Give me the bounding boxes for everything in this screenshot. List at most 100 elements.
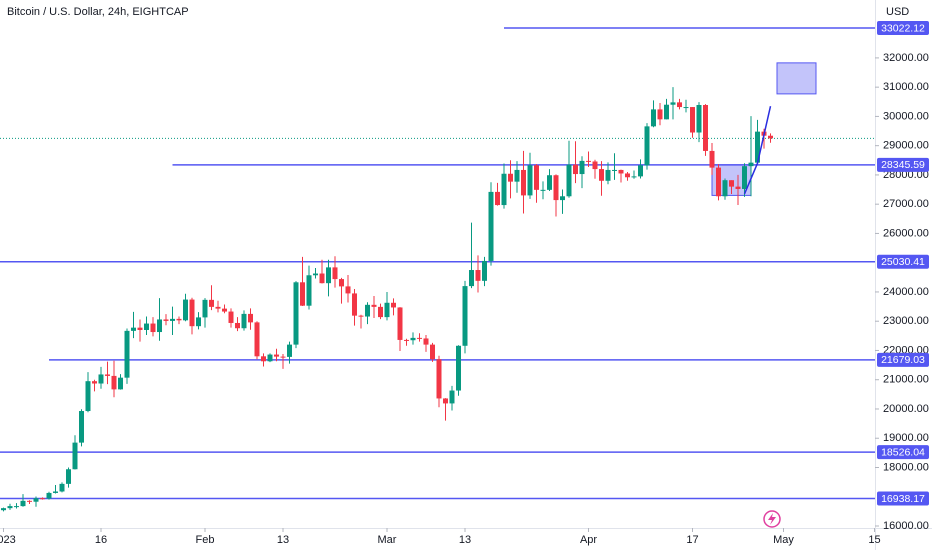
chart-title: Bitcoin / U.S. Dollar, 24h, EIGHTCAP [7,6,189,18]
candle-body [449,390,455,404]
level-label: 21679.03 [881,354,925,366]
x-tick-label: 15 [868,534,880,546]
candle-body [163,319,169,321]
candle-body [267,354,273,362]
candle-body [105,374,110,376]
level-label-box [877,352,929,367]
candle-body [27,500,32,502]
candle-body [339,279,344,287]
candle-body [670,102,676,105]
candle-body [651,109,656,127]
candle-body [66,469,71,484]
candle-body [709,150,715,168]
candle-body [625,173,630,178]
candle-body [300,282,305,306]
candle-body [313,273,318,276]
candle-body [202,299,208,318]
candle-body [79,411,84,443]
candle-body [605,169,611,181]
level-label: 25030.41 [881,256,925,268]
level-label: 28345.59 [881,159,925,171]
candle-body [124,330,130,378]
level-label: 33022.12 [881,22,925,34]
y-tick-label: 23000.00 [883,315,929,327]
candle-body [508,173,513,182]
candle-body [631,176,637,178]
candle-body [215,306,221,309]
candle-body [657,109,663,120]
candle-body [547,175,552,190]
y-tick-label: 20000.00 [883,403,929,415]
candle-body [150,323,156,333]
candle-body [280,356,286,358]
candle-body [768,135,773,139]
candle-body [326,267,331,284]
candle-body [358,315,364,317]
y-tick-label: 19000.00 [883,432,929,444]
candle-body [118,377,123,390]
candle-body [170,318,175,321]
candle-body [482,260,487,281]
candle-body [287,344,292,357]
candle-body [430,344,435,360]
candle-body [573,164,578,175]
candle-body [196,317,201,327]
x-tick-label: Apr [580,534,597,546]
level-label-box [877,491,929,506]
candle-body [365,304,370,317]
candle-body [534,165,539,190]
candle-body [579,160,585,175]
y-tick-label: 28000.00 [883,169,929,181]
candle-body [222,308,227,312]
candle-body [254,322,260,357]
candle-body [397,307,403,340]
candle-body [501,173,507,206]
candle-body [417,337,422,339]
candle-body [423,338,429,345]
candle-body [664,104,669,120]
y-tick-label: 26000.00 [883,227,929,239]
level-label-box [877,254,929,269]
candle-body [599,169,604,181]
candle-body [14,506,19,508]
candle-body [40,498,45,500]
candle-body [716,167,721,197]
candle-body [488,191,494,261]
candle-body [722,180,728,197]
level-label-box [877,445,929,460]
level-label: 16938.17 [881,493,925,505]
candle-body [683,107,689,109]
candle-body [475,270,481,281]
candle-body [137,327,143,330]
candle-body [241,313,247,329]
candle-body [495,191,500,206]
candle-body [384,302,390,318]
alert-icon[interactable] [763,510,781,528]
candle-body [293,282,299,345]
candle-body [443,398,448,404]
candle-body [235,322,240,329]
candle-body [176,318,182,321]
candle-body [436,359,442,399]
candle-body [410,337,416,341]
y-tick-label: 24000.00 [883,286,929,298]
level-label-box [877,21,929,35]
y-tick-label: 21000.00 [883,374,929,386]
plot-area [0,27,875,512]
candle-body [98,374,104,384]
currency-label: USD [886,6,909,18]
y-tick-label: 27000.00 [883,198,929,210]
candle-body [7,506,13,509]
candle-body [540,189,546,191]
x-tick-label: 2023 [0,534,16,546]
candle-body [560,196,565,201]
candle-body [183,299,188,321]
candle-body [319,273,325,284]
candle-body [157,319,162,333]
candle-body [638,165,643,177]
candle-body [228,311,234,323]
candle-body [703,105,708,151]
candle-body [742,166,747,189]
y-tick-label: 31000.00 [883,81,929,93]
